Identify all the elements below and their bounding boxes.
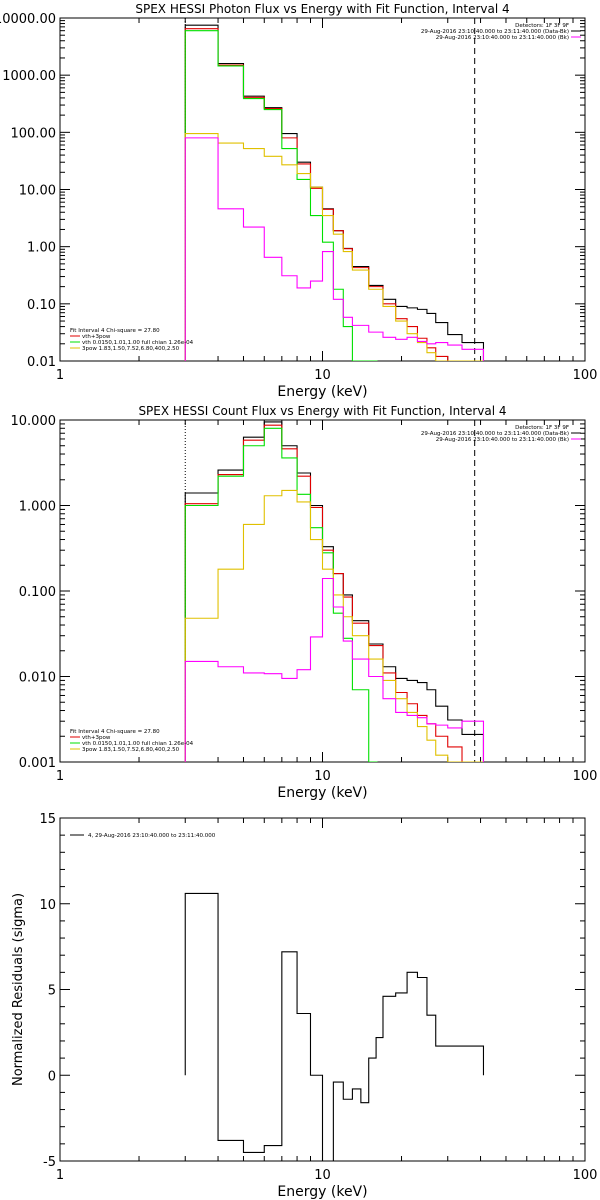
photon-flux-chart: SPEX HESSI Photon Flux vs Energy with Fi… xyxy=(0,2,597,400)
y-tick-label: 0.001 xyxy=(19,756,56,771)
x-tick-label: 100 xyxy=(573,769,598,784)
legend-entry: 4, 29-Aug-2016 23:10:40.000 to 23:11:40.… xyxy=(88,833,216,839)
data-series-0 xyxy=(184,892,485,1161)
legend-entry: vth 0.0150,1.01,1.00 full chian 1.26e-04 xyxy=(82,741,194,747)
y-tick-label: 1000.00 xyxy=(2,69,56,84)
data-series-0 xyxy=(184,24,485,361)
y-tick-label: 0.010 xyxy=(19,671,56,686)
legend-entry: Detectors: 1F 3F 9F xyxy=(515,425,569,431)
data-series-2 xyxy=(184,30,378,361)
residuals-chart: 1 10 100 Energy (keV) -5 0 5 10 15 Normalized Res… xyxy=(11,812,597,1200)
x-axis-label: Energy (keV) xyxy=(277,1184,367,1200)
x-axis-label: Energy (keV) xyxy=(277,384,367,400)
legend-entry: 29-Aug-2016 23:10:40.000 to 23:11:40.000… xyxy=(436,35,569,41)
legend-entry: 3pow 1.83,1.50,7.52,6.80,400,2.50 xyxy=(82,346,180,352)
y-tick-label: 10 xyxy=(39,898,56,913)
y-tick-label: 0.01 xyxy=(27,355,56,370)
y-tick-label: -5 xyxy=(43,1155,56,1170)
y-tick-label: 10.000 xyxy=(11,414,57,429)
y-axis-label: Normalized Residuals (sigma) xyxy=(11,893,26,1086)
legend-entry: vth+3pow xyxy=(82,735,111,741)
y-tick-label: 15 xyxy=(39,812,56,827)
count-flux-chart: SPEX HESSI Count Flux vs Energy with Fit… xyxy=(11,404,598,801)
legend-entry: vth+3pow xyxy=(82,334,111,340)
data-series-2 xyxy=(184,427,378,762)
y-tick-label: 1.000 xyxy=(19,500,56,515)
y-tick-label: 1.00 xyxy=(27,241,56,256)
legend-entry: 3pow 1.83,1.50,7.52,6.80,400,2.50 xyxy=(82,747,180,753)
x-tick-label: 1 xyxy=(56,1168,64,1183)
data-series-1 xyxy=(184,424,484,762)
x-tick-label: 100 xyxy=(573,368,598,383)
data-series-3 xyxy=(184,133,484,361)
y-tick-label: 10.00 xyxy=(19,184,56,199)
legend-entry: Fit Interval 4 Chi-square = 27.80 xyxy=(70,328,160,334)
y-tick-label: 0.100 xyxy=(19,585,56,600)
plot-area xyxy=(184,18,485,361)
x-tick-label: 10 xyxy=(314,368,331,383)
plot-area xyxy=(184,892,485,1161)
legend-entry: Detectors: 1F 3F 9F xyxy=(515,23,569,29)
data-series-3 xyxy=(184,489,484,762)
legend-entry: Fit Interval 4 Chi-square = 27.80 xyxy=(70,729,160,735)
y-tick-label: 0 xyxy=(48,1069,56,1084)
legend-entry: 29-Aug-2016 23:10:40.000 to 23:11:40.000… xyxy=(421,431,569,437)
x-tick-label: 10 xyxy=(314,1168,331,1183)
data-series-1 xyxy=(184,28,484,361)
y-tick-label: 0.10 xyxy=(27,298,56,313)
legend-entry: 29-Aug-2016 23:10:40.000 to 23:11:40.000… xyxy=(421,29,569,35)
y-tick-label: 5 xyxy=(48,984,56,999)
chart-title: SPEX HESSI Count Flux vs Energy with Fit… xyxy=(138,404,506,418)
legend-entry: vth 0.0150,1.01,1.00 full chian 1.26e-04 xyxy=(82,340,194,346)
y-tick-label: 10000.00 xyxy=(0,12,56,27)
chart-title: SPEX HESSI Photon Flux vs Energy with Fi… xyxy=(135,2,509,16)
x-axis-label: Energy (keV) xyxy=(277,785,367,801)
x-tick-label: 10 xyxy=(314,769,331,784)
data-series-4 xyxy=(184,137,485,361)
legend-entry: 29-Aug-2016 23:10:40.000 to 23:11:40.000… xyxy=(436,437,569,443)
x-tick-label: 1 xyxy=(56,769,64,784)
data-series-4 xyxy=(184,577,485,762)
x-tick-label: 100 xyxy=(573,1168,598,1183)
x-tick-label: 1 xyxy=(56,368,64,383)
y-tick-label: 100.00 xyxy=(11,126,57,141)
plot-area xyxy=(184,420,485,762)
data-series-0 xyxy=(184,421,485,762)
